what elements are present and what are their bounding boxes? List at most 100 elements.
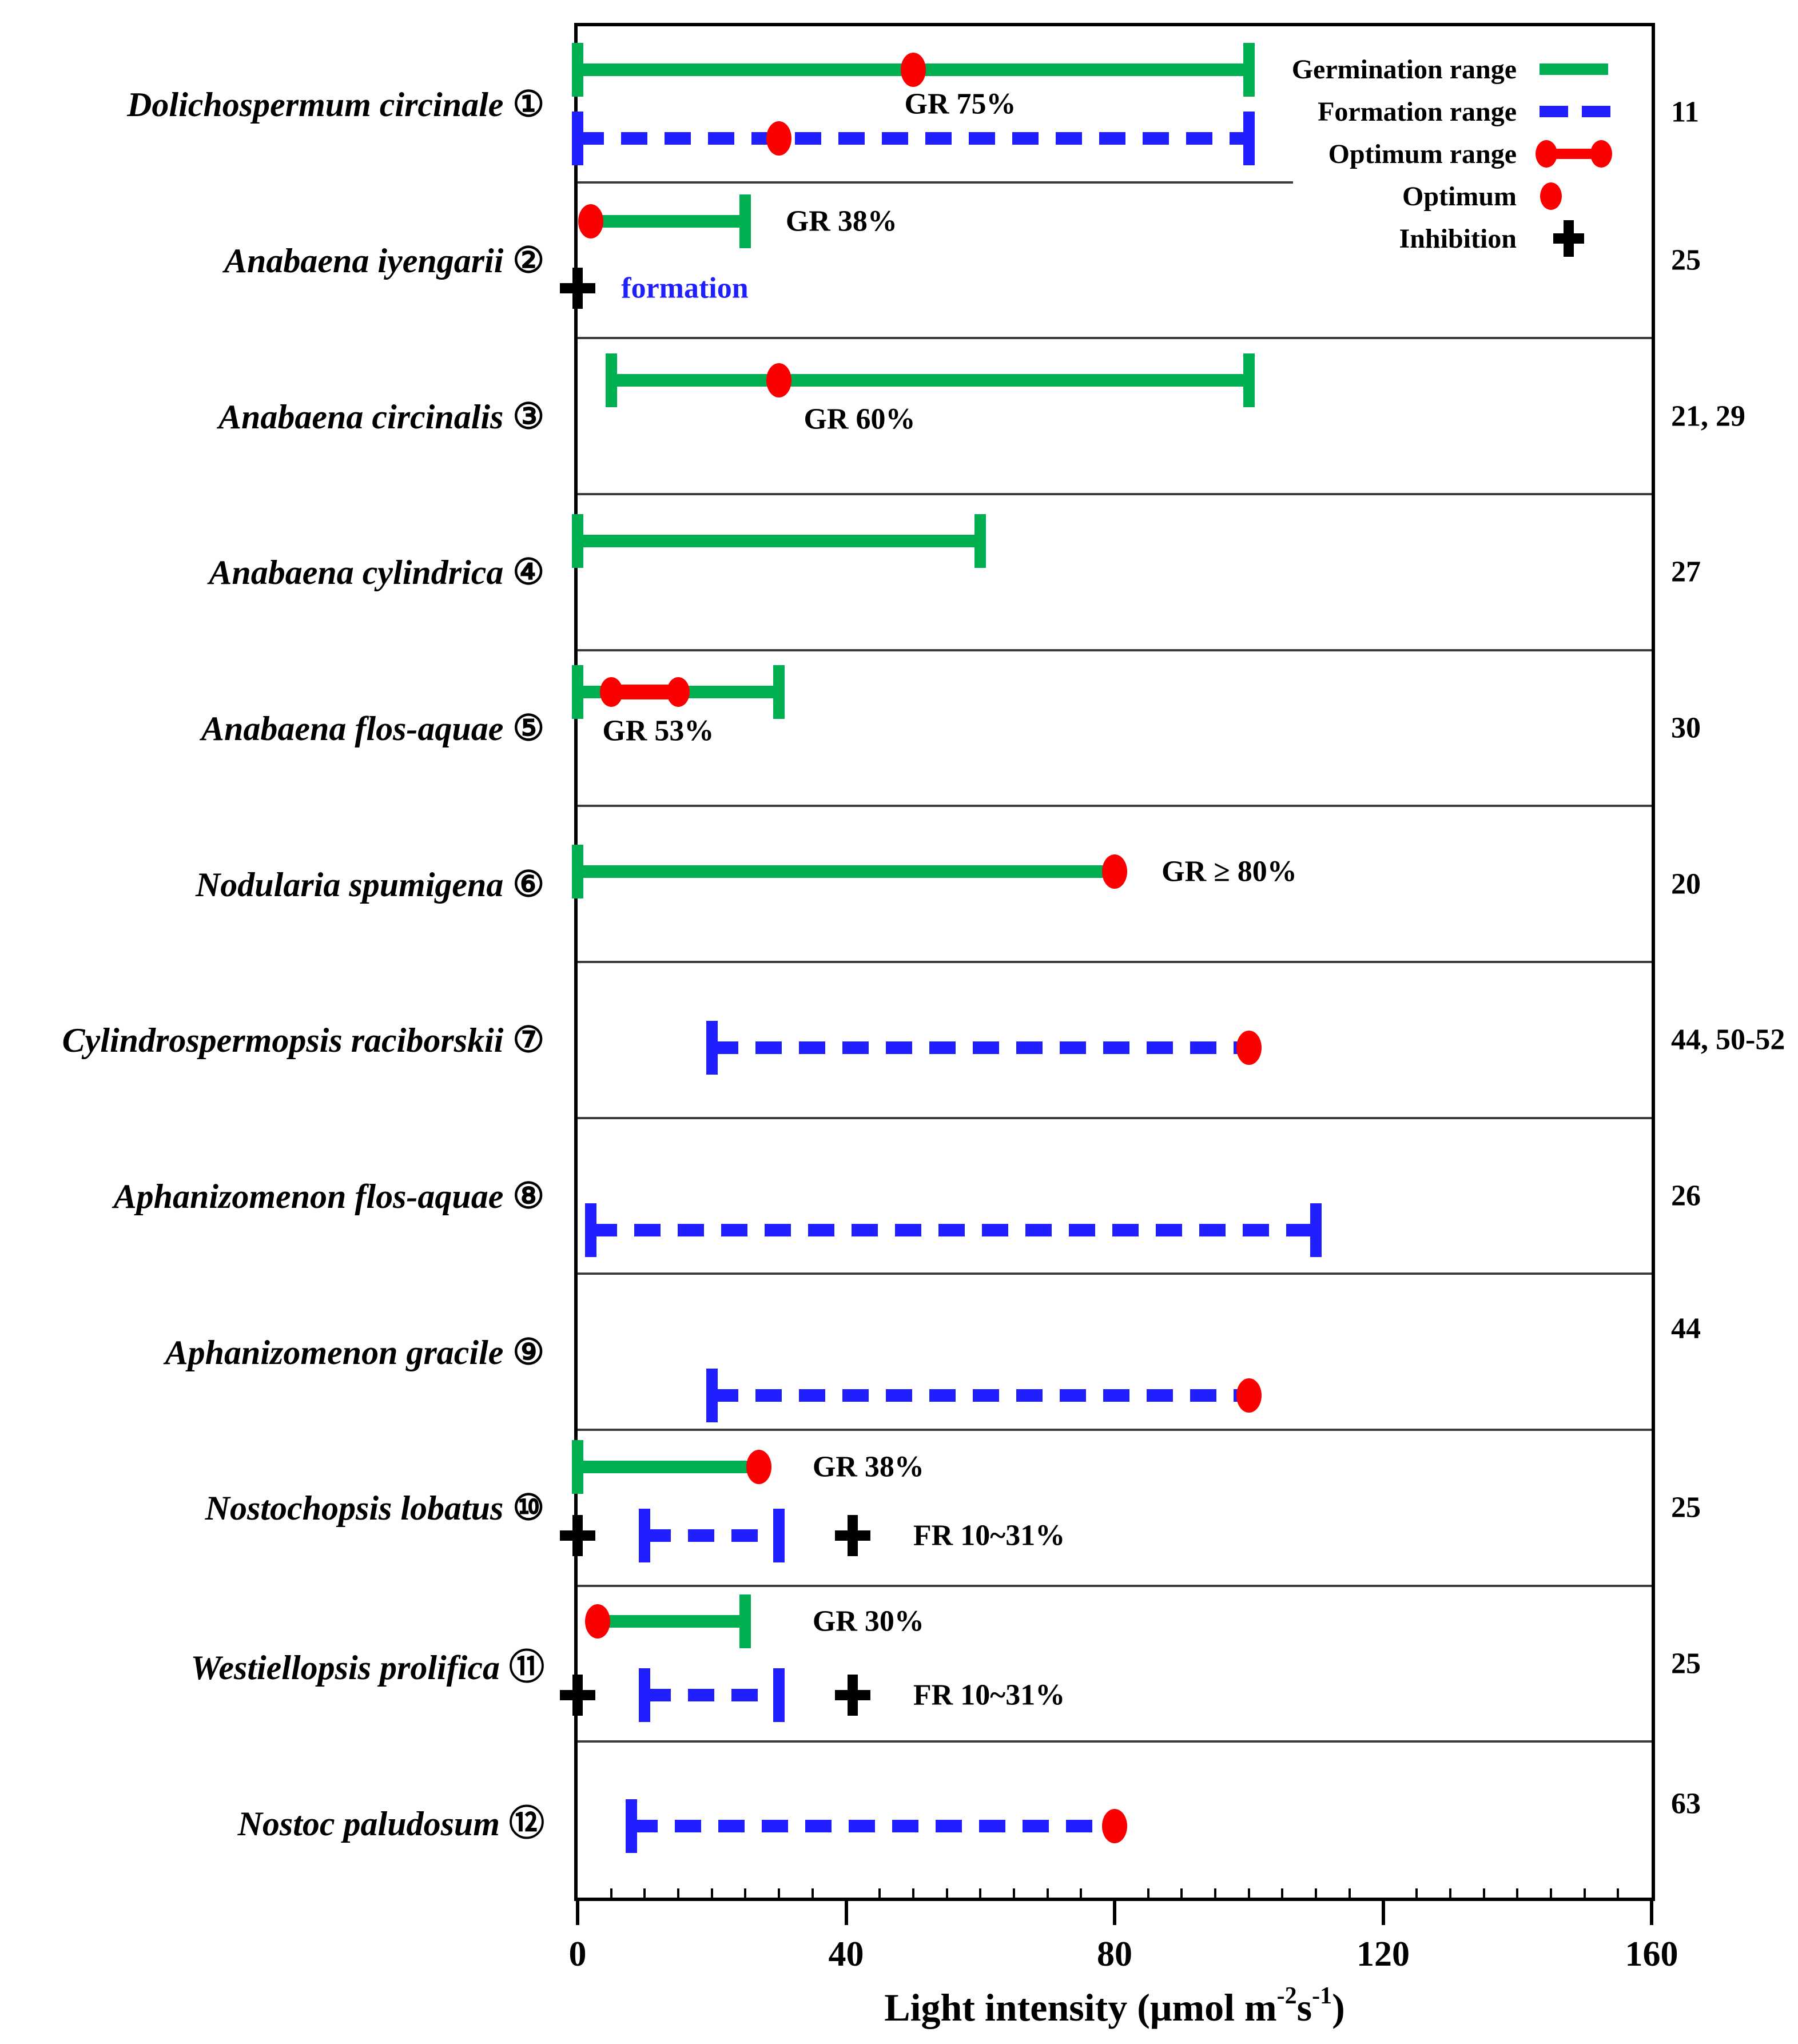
species-name: Anabaena flos-aquae (201, 710, 504, 747)
germination-range-bar (578, 865, 1115, 878)
x-axis-major-tick (576, 1900, 579, 1925)
legend-item: Inhibition (1292, 217, 1630, 260)
range-cap-right (739, 1594, 751, 1649)
species-number-badge: ③ (512, 397, 544, 436)
species-name: Nodularia spumigena (195, 865, 504, 904)
species-number-badge: ⑩ (512, 1489, 544, 1528)
species-label: Nodularia spumigena ⑥ (0, 863, 544, 905)
x-axis-minor-tick (1247, 1888, 1250, 1898)
inhibition-plus-icon (560, 1515, 595, 1556)
x-axis-minor-tick (945, 1888, 948, 1898)
x-axis-minor-tick (912, 1888, 914, 1898)
species-row (578, 1274, 1652, 1430)
range-cap-left (625, 1799, 637, 1853)
optimum-dot (1236, 1030, 1262, 1065)
legend-item-label: Formation range (1318, 96, 1517, 127)
formation-range-bar (591, 1223, 1316, 1236)
x-axis-title: Light intensity (μmol m-2s-1) (884, 1982, 1345, 2030)
range-cap-left (572, 43, 583, 97)
germination-range-bar (578, 1461, 759, 1474)
species-label: Westiellopsis prolifica ⑪ (0, 1638, 544, 1689)
germination-range-bar (598, 1615, 746, 1628)
x-axis-title-suffix: ) (1332, 1986, 1345, 2029)
row-divider (578, 805, 1652, 808)
x-axis-minor-tick (1214, 1888, 1217, 1898)
species-row: GR 75% (572, 26, 1652, 182)
optimum-range-end-dot (1536, 140, 1557, 168)
range-cap-left (572, 1440, 583, 1494)
x-axis-minor-tick (1549, 1888, 1552, 1898)
species-name: Anabaena iyengarii (224, 242, 504, 280)
range-annotation: GR 75% (904, 88, 1016, 121)
range-cap-left (572, 514, 583, 568)
reference-number: 25 (1671, 1647, 1701, 1680)
range-annotation: FR 10~31% (913, 1519, 1065, 1552)
species-number-badge: ⑨ (512, 1333, 544, 1372)
plot-area: Germination range Formation range Optimum … (572, 23, 1655, 1901)
x-axis-title-mid: s (1296, 1986, 1312, 2029)
species-name: Anabaena circinalis (218, 397, 504, 436)
legend-item-label: Optimum range (1328, 138, 1517, 169)
x-axis-major-tick (1381, 1900, 1385, 1925)
legend-item: Germination range (1292, 48, 1630, 90)
formation-range-bar (631, 1819, 1115, 1832)
species-row: GR 60% (578, 338, 1652, 494)
inhibition-plus-icon (1553, 220, 1584, 257)
reference-number: 25 (1671, 244, 1701, 277)
reference-number: 20 (1671, 868, 1701, 901)
formation-range-icon (1582, 106, 1610, 117)
species-number-badge: ⑦ (512, 1021, 544, 1060)
species-label: Anabaena flos-aquae ⑤ (0, 707, 544, 749)
species-label: Anabaena iyengarii ② (0, 239, 544, 281)
species-number-badge: ④ (512, 553, 544, 592)
legend-item: Optimum (1292, 175, 1630, 217)
x-axis-minor-tick (811, 1888, 814, 1898)
species-label: Nostoc paludosum ⑫ (0, 1794, 544, 1846)
legend-item-label: Germination range (1291, 54, 1517, 85)
formation-range-bar (711, 1389, 1249, 1402)
species-label: Anabaena circinalis ③ (0, 395, 544, 438)
inhibition-plus-icon (560, 1675, 595, 1716)
legend-item-label: Inhibition (1399, 223, 1517, 254)
x-axis-minor-tick (1147, 1888, 1149, 1898)
range-cap-right (1243, 43, 1255, 97)
species-number-badge: ⑤ (512, 709, 544, 748)
range-cap-right (1310, 1203, 1322, 1257)
x-axis-minor-tick (610, 1888, 612, 1898)
x-axis-minor-tick (1415, 1888, 1418, 1898)
row-divider (578, 1429, 1652, 1431)
x-tick-label: 40 (828, 1935, 864, 1974)
species-row: GR 38% formation (578, 182, 1652, 339)
inhibition-plus-icon (835, 1675, 870, 1716)
species-number-badge: ⑥ (512, 865, 544, 904)
optimum-range-end-dot (1590, 140, 1612, 168)
reference-number: 25 (1671, 1491, 1701, 1524)
species-name: Nostoc paludosum (237, 1804, 500, 1843)
x-axis-minor-tick (1012, 1888, 1015, 1898)
x-axis-title-sup2: -1 (1312, 1983, 1332, 2009)
x-axis-minor-tick (1516, 1888, 1519, 1898)
row-divider (578, 337, 1652, 340)
legend-item: Formation range (1292, 90, 1630, 133)
germination-range-icon (1540, 63, 1608, 75)
row-divider (578, 1740, 1652, 1743)
formation-range-icon (1540, 106, 1568, 117)
x-tick-label: 0 (568, 1935, 587, 1974)
species-label: Aphanizomenon flos-aquae ⑧ (0, 1175, 544, 1217)
optimum-dot (1102, 854, 1127, 889)
species-name: Aphanizomenon flos-aquae (113, 1178, 504, 1215)
optimum-range-end-dot (599, 677, 623, 707)
x-axis-minor-tick (979, 1888, 982, 1898)
inhibition-plus-icon (835, 1515, 870, 1556)
x-axis-major-tick (1113, 1900, 1116, 1925)
reference-number: 63 (1671, 1787, 1701, 1820)
range-cap-right (1243, 112, 1255, 166)
species-number-badge: ⑪ (508, 1648, 544, 1687)
optimum-dot (1102, 1808, 1127, 1843)
row-divider (578, 1116, 1652, 1119)
optimum-dot (578, 204, 604, 238)
range-cap-right (1243, 353, 1255, 407)
range-annotation: GR 30% (812, 1605, 924, 1638)
species-label: Cylindrospermopsis raciborskii ⑦ (0, 1019, 544, 1061)
formation-range-bar (578, 132, 1249, 145)
